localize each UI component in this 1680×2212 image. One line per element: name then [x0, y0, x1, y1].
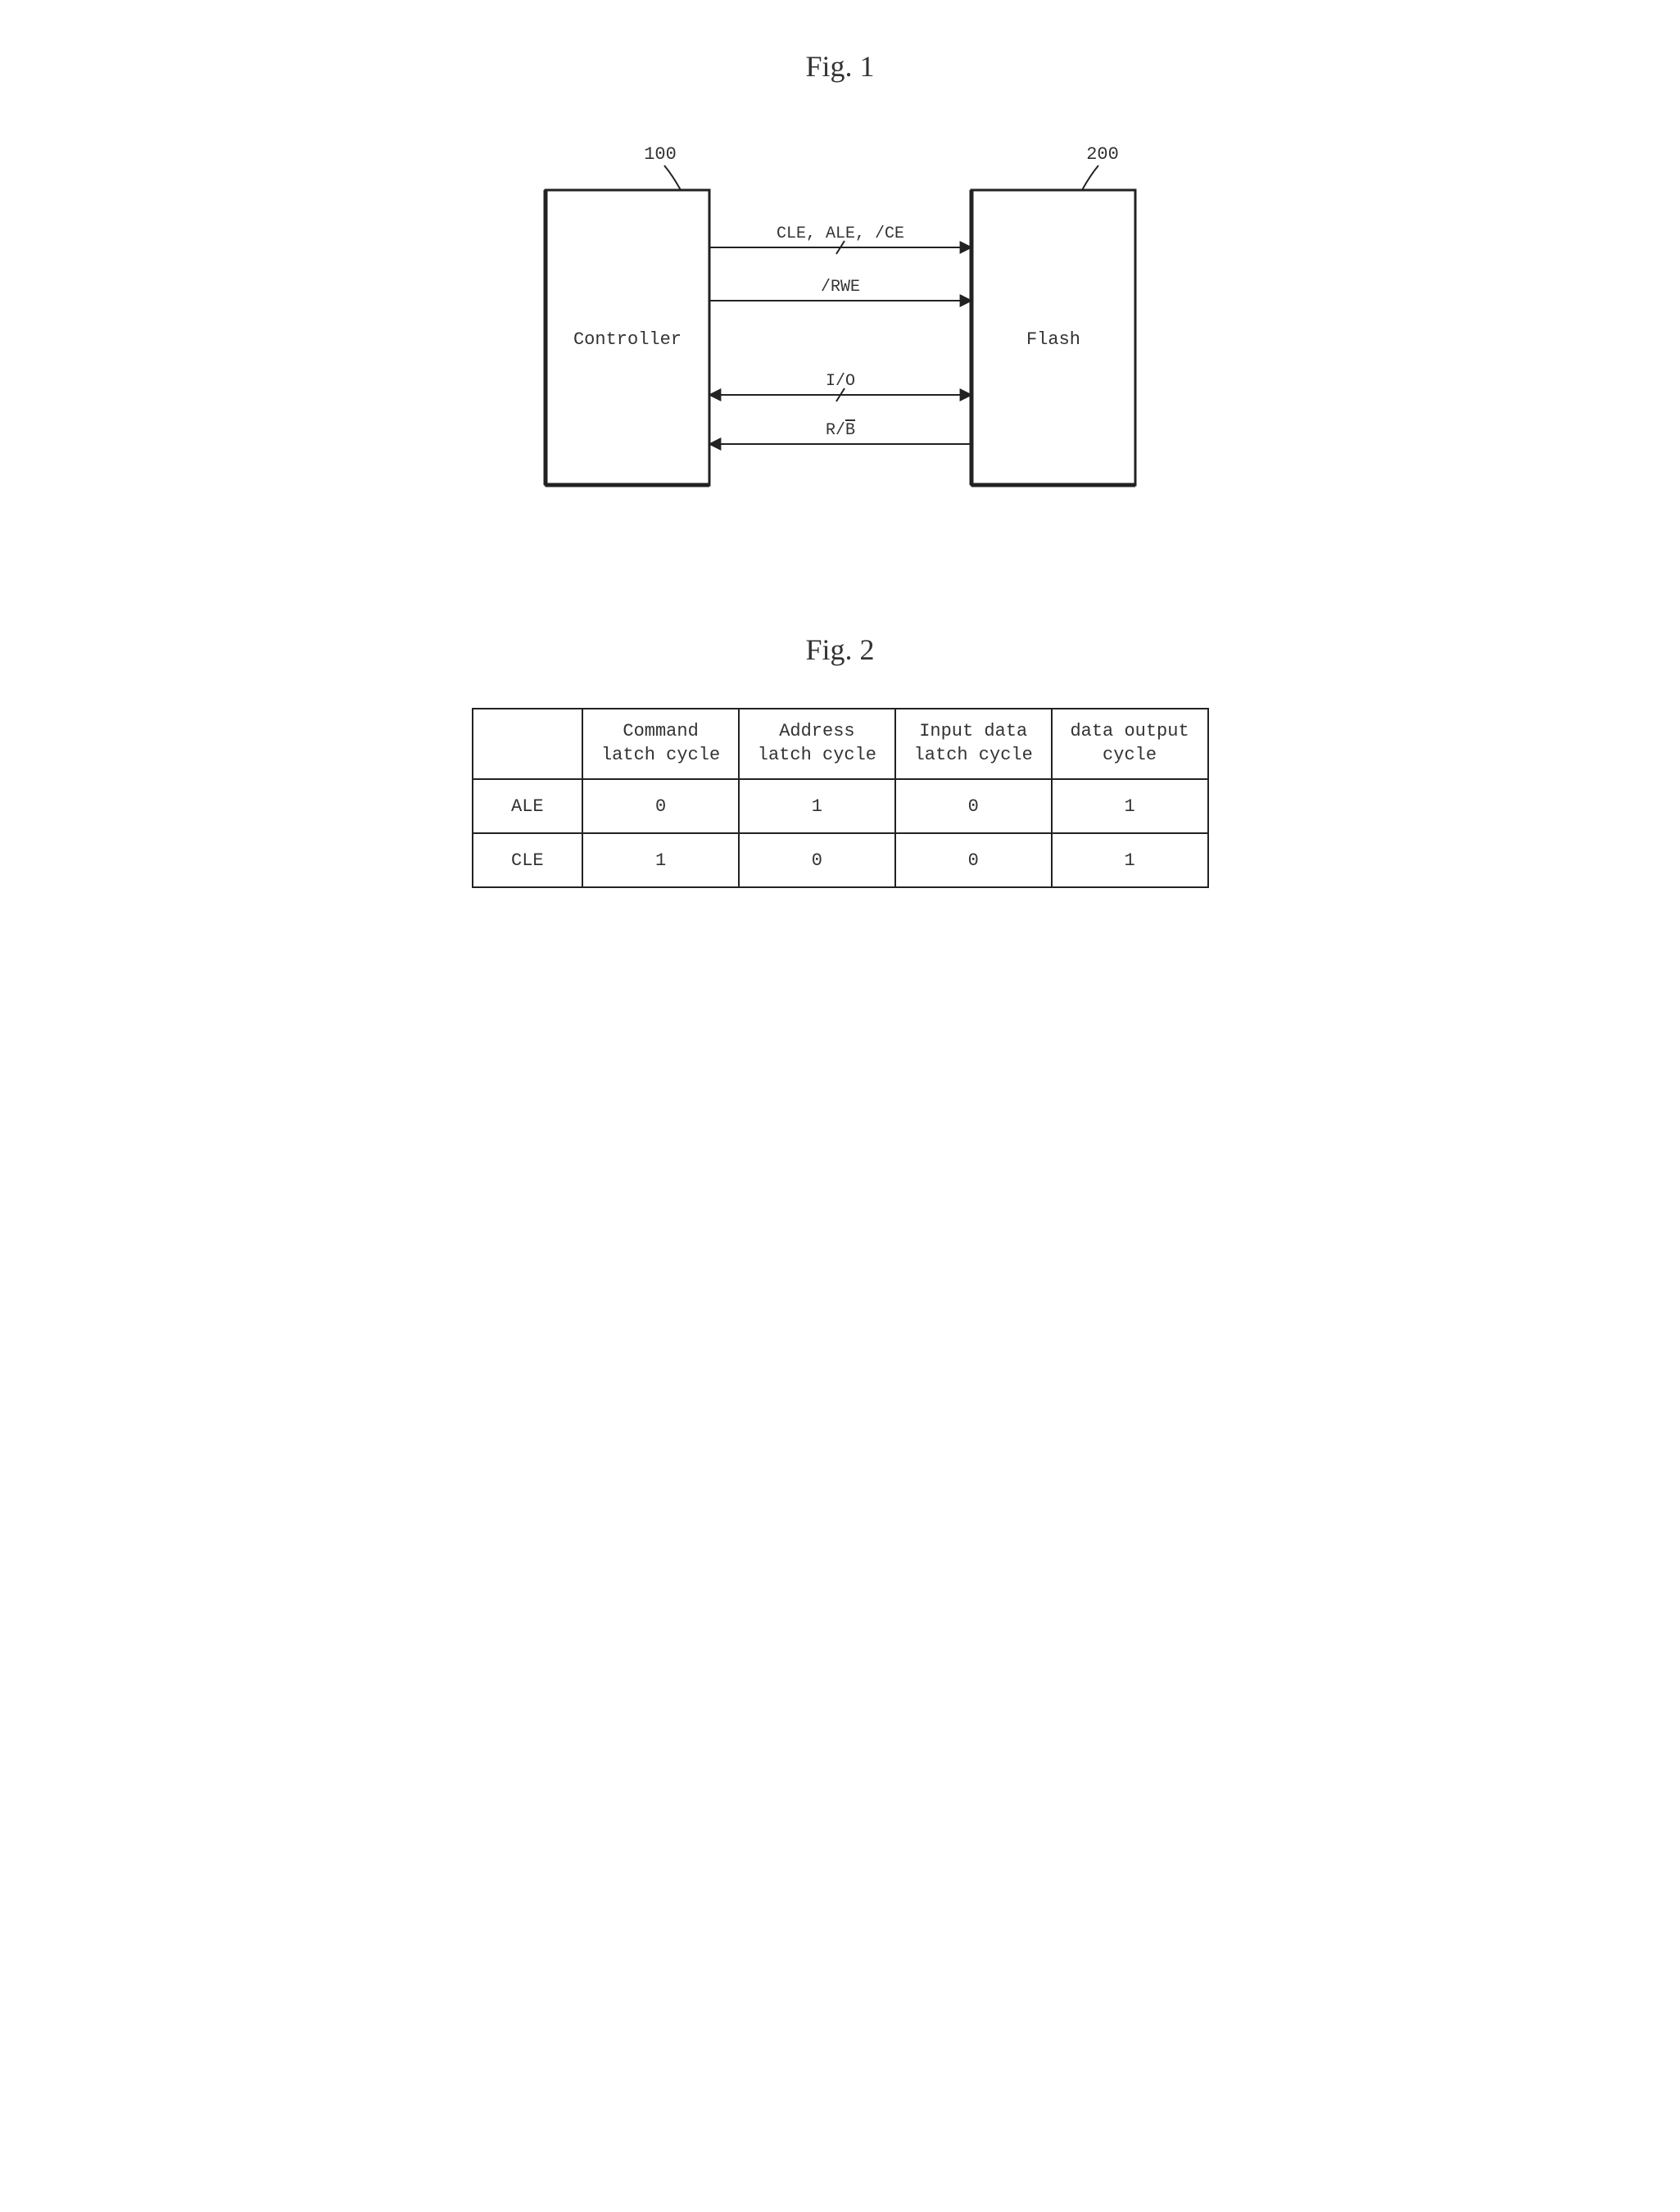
controller-block: Controller — [546, 190, 709, 485]
table-header-output: data output cycle — [1052, 709, 1208, 779]
table-cell: 0 — [739, 833, 895, 887]
table-header-row: Command latch cycle Address latch cycle … — [473, 709, 1208, 779]
row-label-ale: ALE — [473, 779, 583, 833]
fig1-diagram: Controller 100 Flash 200 — [513, 125, 1168, 534]
fig1-title: Fig. 1 — [431, 49, 1250, 84]
table-cell: 0 — [895, 779, 1052, 833]
svg-text:I/O: I/O — [825, 372, 854, 391]
controller-ref: 100 — [644, 144, 681, 190]
svg-text:CLE, ALE, /CE: CLE, ALE, /CE — [776, 224, 903, 243]
table-cell: 1 — [1052, 779, 1208, 833]
signal-rwe: /RWE — [709, 278, 971, 301]
signal-rb: R/B — [709, 421, 971, 444]
table-row: CLE 1 0 0 1 — [473, 833, 1208, 887]
svg-text:R/B: R/B — [825, 421, 854, 440]
fig2-table: Command latch cycle Address latch cycle … — [472, 708, 1209, 888]
flash-label: Flash — [1026, 329, 1080, 350]
signal-io: I/O — [709, 372, 971, 401]
table-header-input: Input data latch cycle — [895, 709, 1052, 779]
flash-ref: 200 — [1082, 144, 1119, 190]
fig2-title: Fig. 2 — [431, 632, 1250, 667]
svg-text:100: 100 — [644, 144, 677, 165]
table-cell: 1 — [739, 779, 895, 833]
svg-text:200: 200 — [1086, 144, 1119, 165]
signal-cle-ale-ce: CLE, ALE, /CE — [709, 224, 971, 254]
table-cell: 0 — [895, 833, 1052, 887]
table-cell: 0 — [582, 779, 739, 833]
svg-text:/RWE: /RWE — [820, 278, 859, 297]
row-label-cle: CLE — [473, 833, 583, 887]
controller-label: Controller — [573, 329, 681, 350]
table-header-command: Command latch cycle — [582, 709, 739, 779]
table-cell: 1 — [1052, 833, 1208, 887]
table-row: ALE 0 1 0 1 — [473, 779, 1208, 833]
table-header-address: Address latch cycle — [739, 709, 895, 779]
flash-block: Flash — [971, 190, 1135, 485]
table-header-blank — [473, 709, 583, 779]
table-cell: 1 — [582, 833, 739, 887]
